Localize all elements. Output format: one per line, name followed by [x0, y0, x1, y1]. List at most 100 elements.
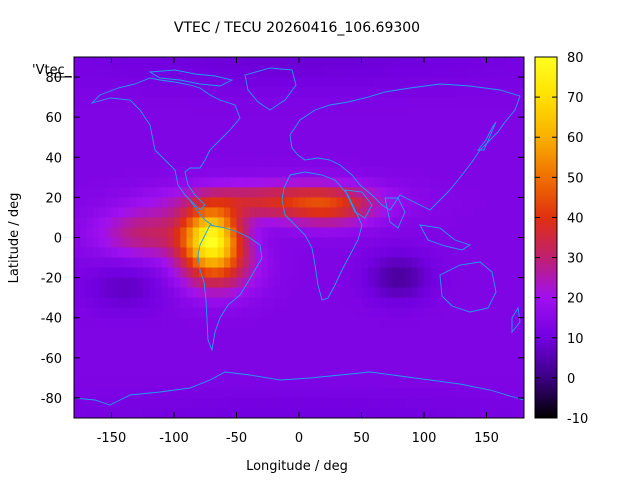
heatmap-cell — [467, 67, 475, 78]
heatmap-cell — [136, 387, 144, 399]
heatmap-cell — [430, 407, 438, 418]
heatmap-cell — [374, 147, 381, 158]
heatmap-cell — [399, 277, 406, 289]
heatmap-cell — [217, 67, 225, 78]
heatmap-cell — [361, 177, 369, 188]
heatmap-cell — [192, 267, 200, 279]
heatmap-cell — [124, 267, 131, 279]
heatmap-cell — [511, 227, 519, 239]
heatmap-cell — [486, 147, 494, 158]
heatmap-cell — [136, 87, 144, 98]
heatmap-cell — [330, 257, 338, 269]
heatmap-cell — [80, 227, 88, 239]
heatmap-cell — [492, 197, 500, 209]
heatmap-cell — [199, 397, 206, 409]
heatmap-cell — [155, 407, 163, 418]
heatmap-cell — [399, 127, 406, 138]
heatmap-cell — [361, 357, 369, 369]
heatmap-cell — [280, 307, 288, 319]
heatmap-cell — [186, 297, 194, 309]
heatmap-cell — [111, 57, 119, 68]
heatmap-cell — [92, 237, 100, 249]
heatmap-cell — [517, 327, 524, 339]
heatmap-cell — [486, 407, 494, 418]
heatmap-cell — [405, 257, 413, 269]
heatmap-cell — [142, 57, 150, 68]
heatmap-cell — [167, 327, 175, 339]
heatmap-cell — [467, 327, 475, 339]
heatmap-cell — [436, 277, 444, 289]
heatmap-cell — [380, 207, 388, 219]
heatmap-cell — [361, 317, 369, 329]
heatmap-cell — [517, 137, 524, 148]
heatmap-cell — [74, 337, 81, 349]
heatmap-cell — [355, 387, 363, 399]
heatmap-cell — [192, 287, 200, 299]
heatmap-cell — [155, 237, 163, 249]
heatmap-cell — [399, 87, 406, 98]
heatmap-cell — [455, 57, 463, 68]
heatmap-cell — [105, 377, 113, 389]
heatmap-cell — [411, 117, 419, 128]
heatmap-cell — [336, 57, 344, 68]
heatmap-cell — [199, 407, 206, 418]
heatmap-cell — [392, 177, 400, 188]
heatmap-cell — [217, 287, 225, 299]
heatmap-cell — [142, 407, 150, 418]
heatmap-cell — [224, 357, 231, 369]
heatmap-cell — [336, 217, 344, 229]
heatmap-cell — [199, 337, 206, 349]
heatmap-cell — [174, 397, 181, 409]
heatmap-cell — [461, 57, 469, 68]
heatmap-cell — [324, 157, 331, 168]
heatmap-cell — [324, 377, 331, 389]
heatmap-cell — [442, 257, 450, 269]
heatmap-cell — [230, 167, 238, 178]
heatmap-cell — [436, 77, 444, 88]
heatmap-cell — [230, 267, 238, 279]
heatmap-cell — [499, 407, 506, 418]
heatmap-cell — [305, 187, 313, 198]
heatmap-cell — [292, 397, 300, 409]
chart-title: VTEC / TECU 20260416_106.69300 — [174, 20, 420, 36]
heatmap-cell — [292, 287, 300, 299]
heatmap-cell — [130, 257, 138, 269]
heatmap-cell — [430, 167, 438, 178]
heatmap-cell — [99, 137, 106, 148]
heatmap-cell — [324, 247, 331, 259]
heatmap-cell — [299, 297, 306, 309]
heatmap-cell — [136, 187, 144, 198]
heatmap-cell — [124, 377, 131, 389]
heatmap-cell — [255, 247, 263, 259]
heatmap-cell — [149, 257, 156, 269]
heatmap-cell — [80, 107, 88, 118]
heatmap-cell — [455, 267, 463, 279]
heatmap-cell — [105, 327, 113, 339]
heatmap-cell — [317, 297, 325, 309]
heatmap-cell — [286, 217, 294, 229]
heatmap-cell — [224, 377, 231, 389]
heatmap-cell — [305, 377, 313, 389]
heatmap-cell — [211, 217, 219, 229]
heatmap-cell — [280, 387, 288, 399]
heatmap-cell — [349, 207, 356, 219]
heatmap-cell — [261, 207, 269, 219]
heatmap-cell — [467, 187, 475, 198]
heatmap-cell — [242, 217, 250, 229]
heatmap-cell — [292, 247, 300, 259]
x-tick-label: -50 — [226, 431, 247, 446]
heatmap-cell — [511, 217, 519, 229]
heatmap-cell — [267, 297, 275, 309]
heatmap-cell — [474, 337, 481, 349]
heatmap-cell — [480, 257, 488, 269]
heatmap-cell — [486, 227, 494, 239]
heatmap-cell — [267, 97, 275, 108]
heatmap-cell — [249, 337, 256, 349]
heatmap-cell — [167, 107, 175, 118]
heatmap-cell — [274, 207, 281, 219]
heatmap-cell — [361, 137, 369, 148]
heatmap-cell — [349, 77, 356, 88]
heatmap-cell — [367, 197, 375, 209]
heatmap-cell — [117, 157, 125, 168]
heatmap-cell — [130, 357, 138, 369]
